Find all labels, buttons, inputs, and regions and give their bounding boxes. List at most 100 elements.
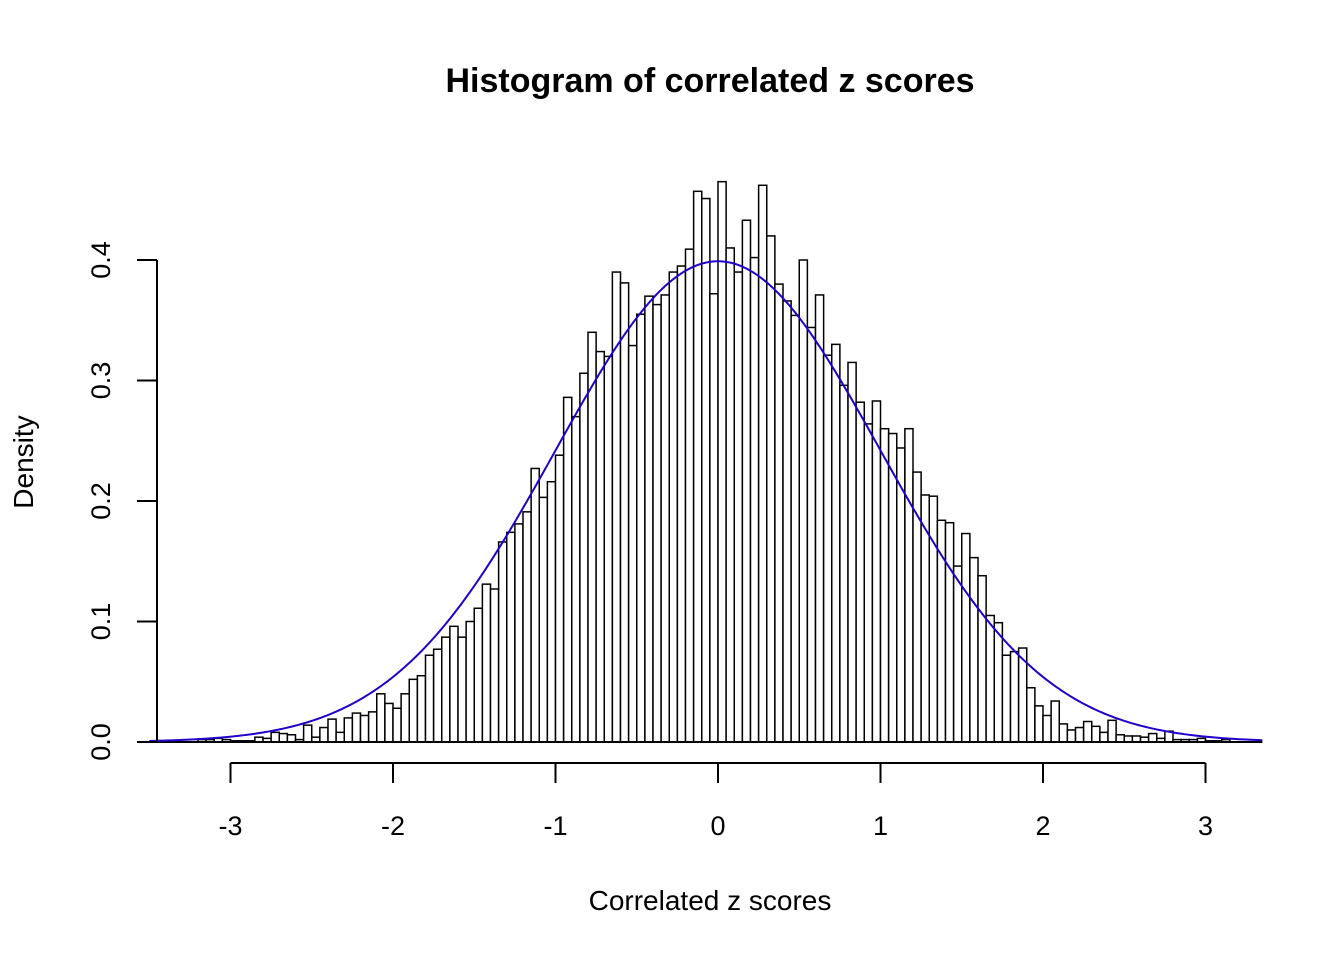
- histogram-bar: [481, 583, 492, 743]
- histogram-bar: [993, 621, 1004, 743]
- x-tick-label: 0: [710, 811, 725, 841]
- x-tick-label: -2: [381, 811, 405, 841]
- histogram-bar: [384, 702, 394, 743]
- histogram-bar: [725, 247, 736, 743]
- histogram-bar: [757, 184, 768, 743]
- histogram-bar: [376, 693, 386, 743]
- histogram-bar: [571, 415, 581, 743]
- histogram-bar: [562, 396, 573, 743]
- histogram-bar: [319, 726, 329, 743]
- histogram-bar: [847, 361, 857, 743]
- histogram-bar: [952, 565, 963, 743]
- y-tick-label: 0.4: [86, 241, 116, 279]
- histogram-bar: [1082, 720, 1093, 743]
- histogram-bar: [579, 372, 589, 743]
- histogram-bar: [1058, 723, 1069, 743]
- x-tick-label: 1: [873, 811, 888, 841]
- histogram-bar: [351, 712, 362, 743]
- x-tick-label: 2: [1035, 811, 1050, 841]
- histogram-bar: [839, 384, 849, 743]
- y-tick-label: 0.3: [86, 362, 116, 400]
- histogram-bar: [1066, 729, 1077, 743]
- histogram-bar: [1009, 650, 1020, 743]
- histogram-bar: [1107, 719, 1117, 743]
- histogram-bar: [822, 354, 833, 743]
- histogram-bar: [887, 432, 898, 743]
- histogram-bar: [335, 731, 346, 743]
- histogram-bar: [668, 271, 679, 743]
- histogram-bar: [343, 717, 354, 743]
- histogram-bar: [497, 541, 508, 743]
- histogram-bar: [961, 532, 971, 743]
- x-axis-label: Correlated z scores: [589, 885, 832, 916]
- histogram-bar: [855, 401, 866, 743]
- histogram-bar: [774, 283, 784, 743]
- histogram-bar: [1034, 705, 1044, 743]
- histogram-bar: [514, 523, 524, 743]
- histogram-bar: [733, 271, 744, 743]
- histogram-bar: [977, 574, 987, 743]
- histogram-bar: [530, 467, 541, 743]
- histogram-bar: [432, 648, 443, 743]
- histogram-bar: [1115, 734, 1126, 743]
- histogram-bar: [457, 636, 467, 743]
- histogram-bar: [278, 732, 289, 743]
- histogram-bar: [904, 427, 914, 743]
- x-axis: -3 -2 -1 0 1 2 3: [218, 762, 1213, 841]
- histogram-bar: [814, 294, 825, 743]
- histogram-bar: [1091, 725, 1101, 743]
- histogram-bar: [554, 454, 565, 743]
- histogram-bar: [587, 331, 597, 743]
- histogram-bar: [627, 344, 638, 743]
- y-tick-label: 0.0: [86, 723, 116, 761]
- histogram-bar: [392, 707, 402, 743]
- histogram-bar: [644, 295, 654, 743]
- histogram-bar: [1001, 654, 1012, 743]
- y-tick-label: 0.2: [86, 482, 116, 520]
- histogram-bar: [863, 423, 874, 743]
- y-tick-label: 0.1: [86, 603, 116, 641]
- histogram-bar: [1074, 726, 1085, 743]
- histogram-bar: [969, 556, 979, 743]
- histogram-bar: [546, 480, 557, 743]
- histogram-bar: [798, 259, 809, 743]
- x-tick-label: -1: [543, 811, 567, 841]
- histogram-bar: [1026, 687, 1036, 743]
- histogram-bar: [286, 734, 297, 743]
- histogram-bar: [692, 190, 703, 743]
- histogram-bar: [749, 256, 760, 743]
- histogram-bar: [270, 731, 281, 743]
- histogram-bar: [327, 718, 337, 743]
- histogram-bar: [701, 197, 711, 743]
- histogram-bar: [416, 674, 427, 743]
- histogram-bar: [717, 180, 727, 743]
- histogram-bar: [944, 521, 955, 743]
- histogram-bar: [741, 219, 752, 743]
- histogram-bar: [1042, 714, 1052, 743]
- x-tick-label: 3: [1198, 811, 1213, 841]
- histogram-bar: [684, 248, 695, 743]
- histogram-bar: [676, 265, 687, 743]
- y-axis-label: Density: [8, 415, 39, 508]
- histogram-bar: [766, 235, 776, 743]
- histogram-bar: [660, 294, 671, 743]
- histogram-bar: [619, 282, 630, 743]
- normal-density-curve: [149, 260, 1263, 742]
- chart-title: Histogram of correlated z scores: [445, 62, 974, 100]
- histogram-bar: [603, 355, 614, 743]
- histogram-bar: [595, 350, 606, 743]
- histogram-bar: [449, 625, 459, 743]
- histogram-bar: [441, 636, 451, 743]
- histogram-bar: [359, 714, 370, 743]
- histogram-bar: [522, 511, 532, 743]
- histogram-bar: [538, 496, 549, 743]
- histogram-bar: [709, 292, 719, 743]
- histogram-bar: [1099, 731, 1109, 743]
- histogram-bar: [465, 620, 476, 743]
- histogram-bar: [473, 607, 484, 743]
- y-axis: 0.0 0.1 0.2 0.3 0.4: [86, 241, 158, 761]
- histogram-bar: [302, 724, 313, 743]
- histogram-bar: [408, 678, 419, 743]
- histogram-bar: [912, 471, 922, 743]
